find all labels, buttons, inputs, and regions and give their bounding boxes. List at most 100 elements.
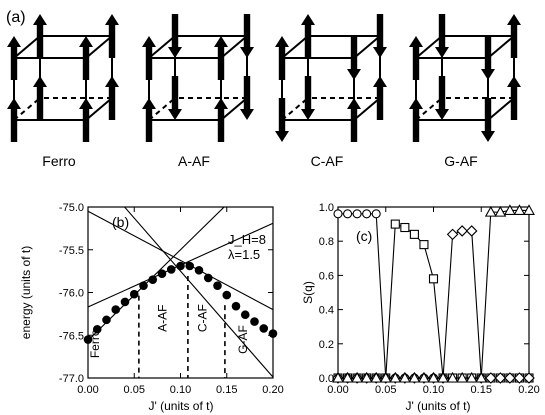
panel-c-xtick-label: 0.00 — [327, 384, 348, 396]
marker-circle — [371, 209, 381, 219]
marker-circle — [362, 209, 372, 219]
annotation-jh: J_H=8 — [228, 232, 266, 247]
panel-b-xtick-label: 0.10 — [170, 384, 191, 396]
annotation-lambda: λ=1.5 — [228, 247, 260, 262]
spin-down-arrow — [168, 14, 182, 58]
energy-point — [176, 261, 185, 271]
series-g-af — [332, 204, 535, 383]
panel-c-ytick-label: 1.0 — [319, 202, 334, 214]
panel-c-ytick-label: 0.8 — [319, 236, 334, 248]
marker-diamond — [465, 225, 478, 237]
energy-point — [102, 315, 111, 325]
panel-b-xtick-label: 0.00 — [77, 384, 98, 396]
panel-c-xtick-label: 0.20 — [518, 384, 539, 396]
energy-point — [222, 290, 232, 300]
cube-edge — [487, 97, 515, 121]
energy-point — [213, 281, 222, 290]
marker-triangle — [332, 371, 344, 383]
spin-up-arrow — [105, 76, 119, 120]
series-line — [338, 223, 529, 379]
panel-b-xtick-label: 0.15 — [216, 384, 237, 396]
spin-up-arrow — [142, 98, 156, 142]
marker-circle — [342, 209, 353, 219]
panel-c-label: (c) — [356, 228, 372, 244]
spin-cell-ferro: Ferro — [7, 14, 119, 169]
marker-triangle — [418, 371, 430, 383]
energy-point — [139, 281, 148, 290]
cube-edge — [281, 35, 309, 59]
energy-point — [166, 265, 176, 274]
spin-down-arrow — [301, 76, 315, 120]
panel-b-energy-plot: energy (units of t) J' (units of t) 0.00… — [19, 202, 284, 413]
cube-edge — [353, 35, 381, 59]
marker-square — [409, 229, 419, 239]
spin-up-arrow — [507, 76, 521, 120]
spin-up-arrow — [347, 98, 361, 142]
panel-c-ytick-label: 0.4 — [319, 305, 334, 317]
energy-point — [111, 305, 121, 314]
marker-diamond — [513, 372, 526, 384]
spin-cell-label: G-AF — [444, 153, 477, 169]
panel-c-ylabel: S(q) — [301, 281, 315, 304]
cube-edge — [487, 35, 515, 59]
energy-point — [259, 324, 269, 333]
spin-up-arrow — [301, 14, 315, 58]
marker-triangle — [408, 371, 421, 383]
spin-up-arrow — [105, 14, 119, 58]
spin-down-arrow — [373, 14, 387, 58]
energy-point — [129, 289, 139, 299]
series-line — [338, 230, 529, 379]
marker-triangle — [446, 371, 459, 383]
spin-up-arrow — [33, 76, 47, 120]
panel-c-xtick-label: 0.15 — [471, 384, 492, 396]
marker-triangle — [351, 371, 364, 383]
spin-cell-label: A-AF — [178, 153, 210, 169]
spin-cell-label: Ferro — [42, 153, 76, 169]
panel-b-ytick-label: -77.0 — [59, 373, 84, 385]
panel-c-xtick-label: 0.10 — [423, 384, 444, 396]
marker-triangle — [398, 371, 411, 383]
spin-up-arrow — [7, 98, 21, 142]
marker-square — [419, 240, 429, 250]
marker-triangle — [437, 371, 449, 383]
spin-down-arrow — [435, 76, 449, 120]
spin-up-arrow — [214, 98, 228, 142]
spin-up-arrow — [373, 76, 387, 120]
marker-triangle — [523, 204, 535, 215]
panel-b-xlabel: J' (units of t) — [149, 399, 214, 413]
panel-b-ylabel: energy (units of t) — [19, 246, 33, 339]
energy-point — [185, 261, 195, 271]
energy-point — [194, 265, 204, 275]
panel-c-ytick-label: 0.0 — [319, 373, 334, 385]
spin-down-arrow — [168, 76, 182, 120]
panel-b-ytick-label: -75.5 — [59, 245, 84, 257]
marker-triangle — [427, 371, 440, 383]
spin-up-arrow — [142, 36, 156, 80]
spin-down-arrow — [275, 98, 289, 142]
panel-c-ytick-label: 0.2 — [319, 339, 334, 351]
spin-up-arrow — [275, 36, 289, 80]
cube-edge — [220, 35, 248, 59]
cube-edge — [148, 35, 176, 59]
phase-label: G-AF — [236, 325, 250, 354]
marker-circle — [333, 209, 343, 219]
series-a-af — [333, 219, 534, 383]
spin-up-arrow — [507, 14, 521, 58]
marker-triangle — [370, 371, 383, 383]
marker-diamond — [485, 372, 497, 384]
spin-down-arrow — [240, 76, 254, 120]
marker-diamond — [504, 372, 516, 384]
marker-diamond — [494, 372, 507, 384]
cube-edge — [281, 97, 309, 121]
spin-down-arrow — [347, 36, 361, 80]
marker-triangle — [475, 371, 488, 383]
cube-edge — [148, 97, 176, 121]
spin-up-arrow — [409, 98, 423, 142]
panel-b-label: (b) — [112, 214, 129, 230]
spin-down-arrow — [481, 36, 495, 80]
panel-c-xtick-label: 0.05 — [375, 384, 396, 396]
panel-a-label: (a) — [6, 9, 26, 26]
spin-cell-label: C-AF — [311, 153, 344, 169]
panel-a-spin-structures: (a) Ferro A-AF C-AF G-AF — [6, 9, 521, 169]
